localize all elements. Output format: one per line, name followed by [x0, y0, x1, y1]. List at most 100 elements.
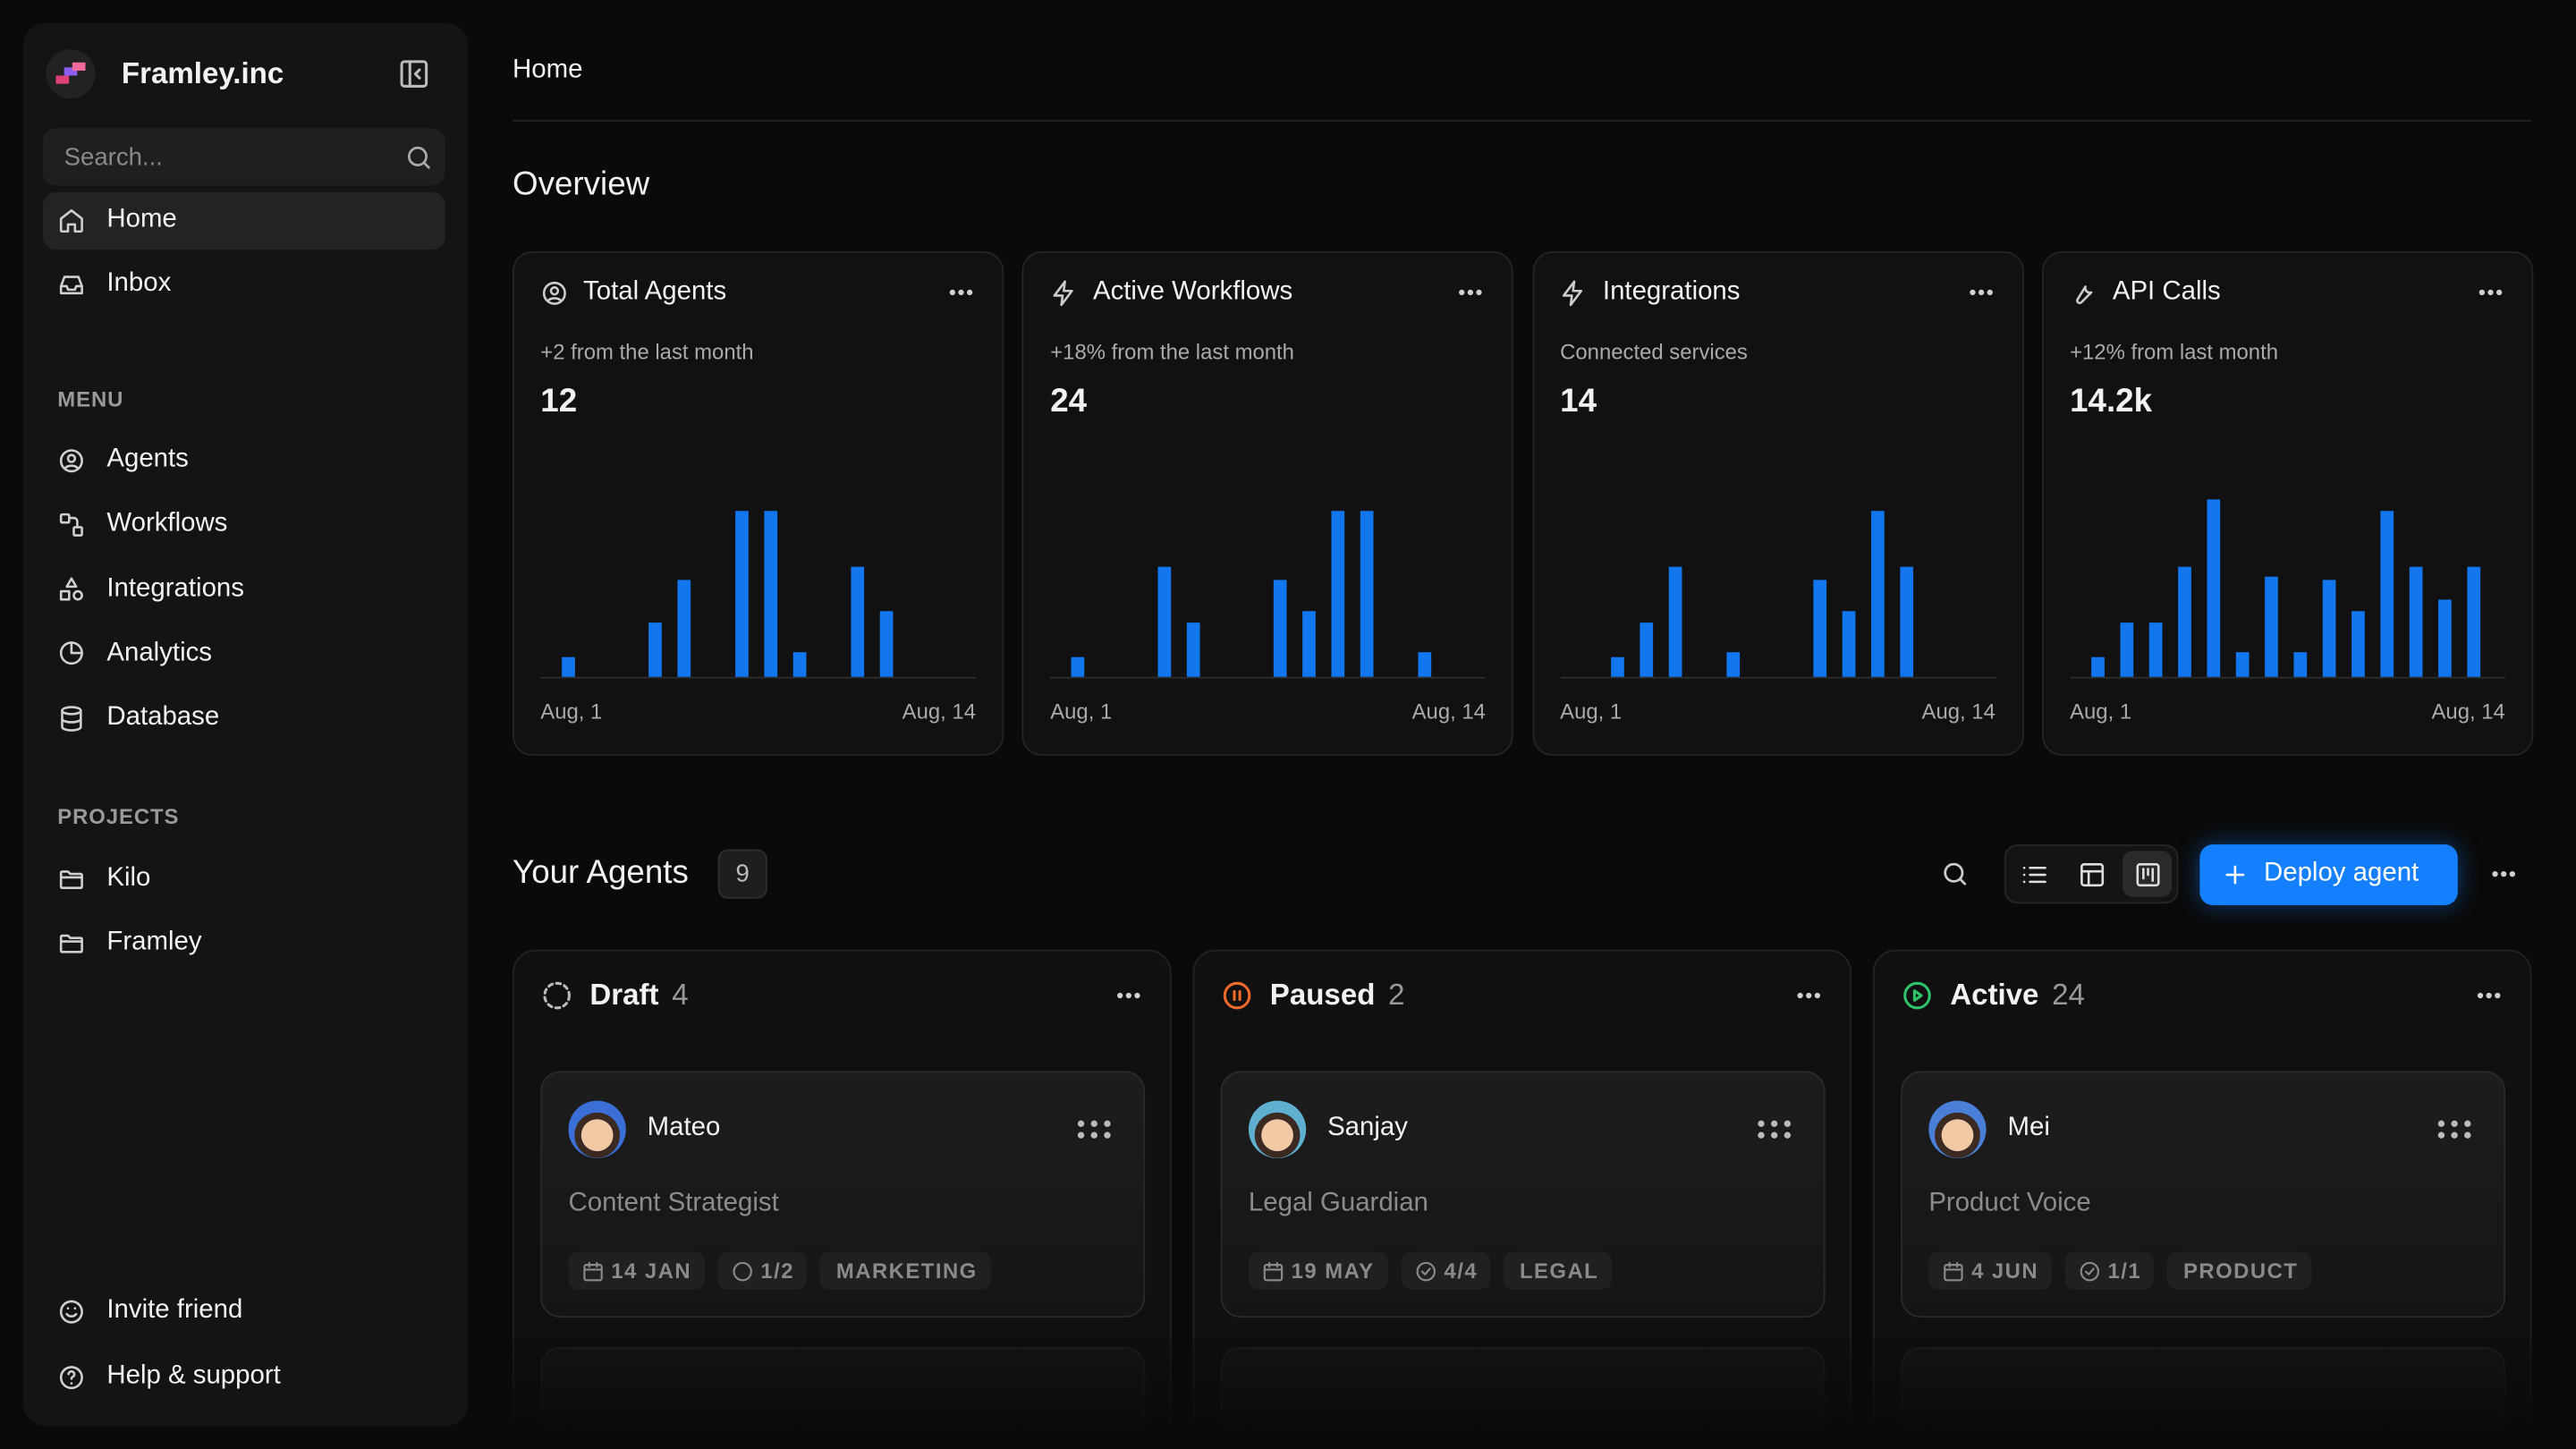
icon-shape — [543, 981, 571, 1010]
icon-shape — [1784, 1120, 1792, 1128]
bar — [792, 652, 807, 677]
nav-item[interactable]: Inbox — [106, 269, 172, 298]
card-icon — [2069, 278, 2097, 306]
status-count: 4 — [672, 978, 689, 1012]
bar — [562, 657, 575, 677]
bar — [2437, 599, 2452, 677]
icon-shape — [1090, 1120, 1097, 1128]
icon-shape — [1416, 1261, 1436, 1281]
icon-shape — [1263, 1261, 1284, 1270]
menu-item[interactable]: Agents — [106, 445, 189, 473]
icon-shape — [55, 75, 70, 84]
icon-shape — [60, 705, 81, 732]
nav-active-bg — [42, 191, 445, 250]
icon-shape — [1944, 862, 1967, 886]
view-button[interactable] — [2078, 860, 2106, 888]
card-subtitle: +18% from the last month — [1050, 339, 1294, 364]
agent-role: Product Voice — [1928, 1189, 2091, 1218]
icon-shape — [407, 146, 430, 169]
icon-shape — [1563, 279, 1583, 306]
more-button[interactable] — [1456, 277, 1486, 307]
status-count: 2 — [1388, 978, 1405, 1012]
icon-shape — [2451, 1120, 2458, 1128]
nav-item[interactable]: Home — [106, 205, 177, 233]
card-title: API Calls — [2112, 277, 2221, 306]
mini-chart — [1560, 511, 1996, 679]
icon-shape — [548, 285, 559, 295]
more-button[interactable] — [1966, 277, 1996, 307]
icon-shape — [546, 296, 562, 301]
footer-item[interactable]: Help & support — [106, 1361, 281, 1390]
icon-shape — [2486, 992, 2492, 999]
status-icon — [1901, 979, 1934, 1013]
project-item[interactable]: Framley — [106, 928, 202, 956]
icon-shape — [67, 516, 78, 529]
search-icon — [404, 143, 434, 173]
brand: Framley.inc — [121, 56, 284, 90]
icon-shape — [58, 1299, 82, 1323]
icon-shape — [2080, 869, 2104, 886]
icon-shape — [72, 525, 82, 537]
card-title: Integrations — [1602, 277, 1741, 306]
collapse-button[interactable] — [397, 57, 430, 90]
icon-shape — [64, 67, 78, 76]
icon-shape — [72, 62, 86, 71]
more-button[interactable] — [2489, 860, 2519, 889]
icon-shape — [1969, 289, 1975, 296]
bottom-fade — [476, 1338, 2576, 1449]
chip-date: 14 JAN — [568, 1251, 705, 1290]
mini-chart — [1050, 511, 1486, 679]
icon-shape — [2464, 1120, 2471, 1128]
bar — [2235, 652, 2250, 677]
more-button[interactable] — [946, 277, 976, 307]
chip-text: LEGAL — [1519, 1258, 1599, 1284]
icon-shape — [422, 161, 430, 169]
agents-title: Your Agents — [513, 855, 689, 892]
view-button[interactable] — [2133, 860, 2161, 888]
menu-item[interactable]: Analytics — [106, 639, 212, 667]
menu-item[interactable]: Workflows — [106, 509, 228, 538]
bar — [1725, 652, 1740, 677]
icon-shape — [58, 577, 82, 601]
search-button[interactable] — [1940, 860, 1970, 889]
view-button[interactable] — [2020, 860, 2047, 888]
menu-item[interactable]: Database — [106, 703, 220, 732]
plus-icon — [2220, 860, 2248, 888]
search-box[interactable] — [42, 128, 445, 186]
chip-icon — [731, 1259, 754, 1283]
more-button[interactable] — [2474, 981, 2504, 1011]
drag-handle — [1076, 1119, 1112, 1139]
bar — [1668, 566, 1682, 677]
project-item[interactable]: Kilo — [106, 864, 151, 893]
icon-shape — [58, 284, 82, 291]
icon-shape — [1077, 1120, 1111, 1139]
icon-shape — [1233, 989, 1241, 1002]
icon-shape — [2509, 870, 2515, 877]
footer-item[interactable]: Invite friend — [106, 1296, 243, 1325]
card-icon — [539, 278, 567, 306]
more-button[interactable] — [1794, 981, 1824, 1011]
mini-chart — [540, 511, 977, 679]
mini-chart — [2070, 499, 2505, 679]
bar — [2148, 623, 2163, 677]
icon-shape — [2021, 866, 2046, 883]
status-icon — [540, 979, 573, 1013]
icon-shape — [966, 289, 973, 296]
bar — [1419, 652, 1432, 677]
chip-tag: PRODUCT — [2166, 1251, 2312, 1290]
more-button[interactable] — [1114, 981, 1143, 1011]
icon-shape — [2477, 992, 2484, 999]
icon-shape — [1476, 289, 1483, 296]
projects-heading: PROJECTS — [57, 804, 180, 829]
project-item-icon — [56, 929, 84, 957]
menu-item[interactable]: Integrations — [106, 574, 244, 603]
more-button[interactable] — [2476, 277, 2505, 307]
card-icon — [1559, 278, 1587, 306]
icon-shape — [2477, 992, 2501, 999]
icon-shape — [1104, 1131, 1111, 1139]
icon-shape — [1758, 1120, 1792, 1139]
avatar — [1248, 1100, 1307, 1158]
icon-shape — [408, 60, 421, 88]
icon-shape — [2437, 1120, 2471, 1139]
bar — [1187, 623, 1201, 677]
